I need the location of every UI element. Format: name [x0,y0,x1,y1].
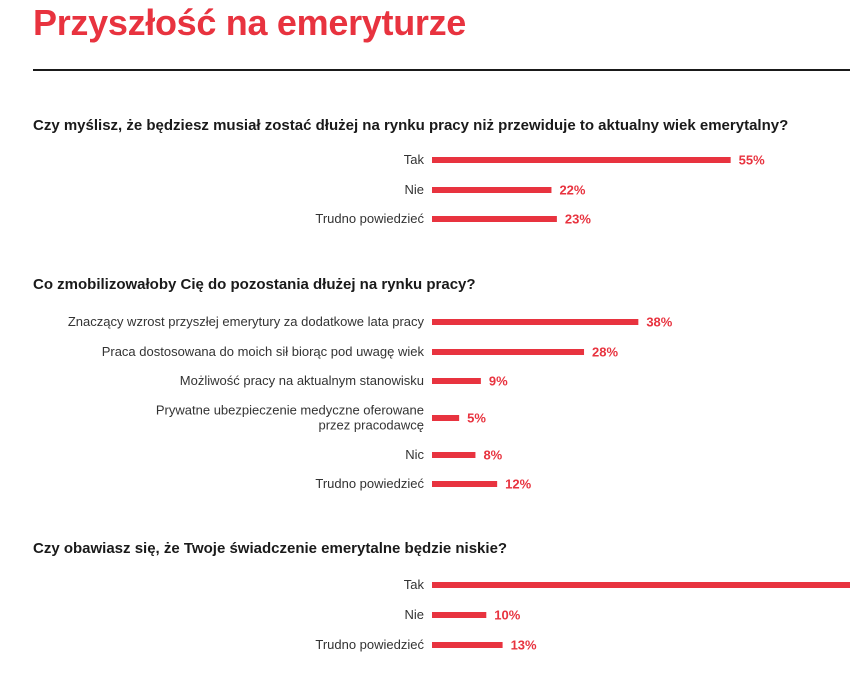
category-label: Nie [404,607,424,622]
value-label: 12% [505,477,531,492]
value-label: 22% [559,183,585,198]
page-title: Przyszłość na emeryturze [33,2,467,43]
bar [432,582,850,588]
chart-question-title: Czy obawiasz się, że Twoje świadczenie e… [33,540,507,557]
value-label: 13% [511,638,537,653]
bar [432,349,585,355]
bar [432,378,481,384]
bar [432,187,552,193]
value-label: 38% [646,315,672,330]
category-label: Praca dostosowana do moich sił biorąc po… [102,344,425,359]
bar [432,612,487,618]
category-label: Prywatne ubezpieczenie medyczne oferowan… [156,403,424,418]
bar [432,481,498,487]
value-label: 55% [739,153,765,168]
value-label: 8% [483,448,502,463]
value-label: 23% [565,212,591,227]
value-label: 5% [467,411,486,426]
title-divider [33,69,850,71]
category-label: przez pracodawcę [319,418,425,433]
value-label: 28% [592,345,618,360]
chart-3: Czy obawiasz się, że Twoje świadczenie e… [33,540,850,653]
chart-question-title: Co zmobilizowałoby Cię do pozostania dłu… [33,276,476,293]
chart-1: Czy myślisz, że będziesz musiał zostać d… [33,117,788,227]
chart-2: Co zmobilizowałoby Cię do pozostania dłu… [33,276,673,492]
bar [432,319,639,325]
bar [432,642,503,648]
bar [432,452,476,458]
category-label: Trudno powiedzieć [315,476,424,491]
value-label: 9% [489,374,508,389]
value-label: 10% [494,608,520,623]
bar [432,157,731,163]
category-label: Możliwość pracy na aktualnym stanowisku [180,373,424,388]
category-label: Nic [405,447,424,462]
category-label: Tak [404,577,425,592]
category-label: Nie [404,182,424,197]
category-label: Tak [404,152,425,167]
bar [432,415,460,421]
category-label: Znaczący wzrost przyszłej emerytury za d… [68,314,425,329]
chart-question-title: Czy myślisz, że będziesz musiał zostać d… [33,117,788,134]
category-label: Trudno powiedzieć [315,637,424,652]
category-label: Trudno powiedzieć [315,211,424,226]
bar [432,216,557,222]
